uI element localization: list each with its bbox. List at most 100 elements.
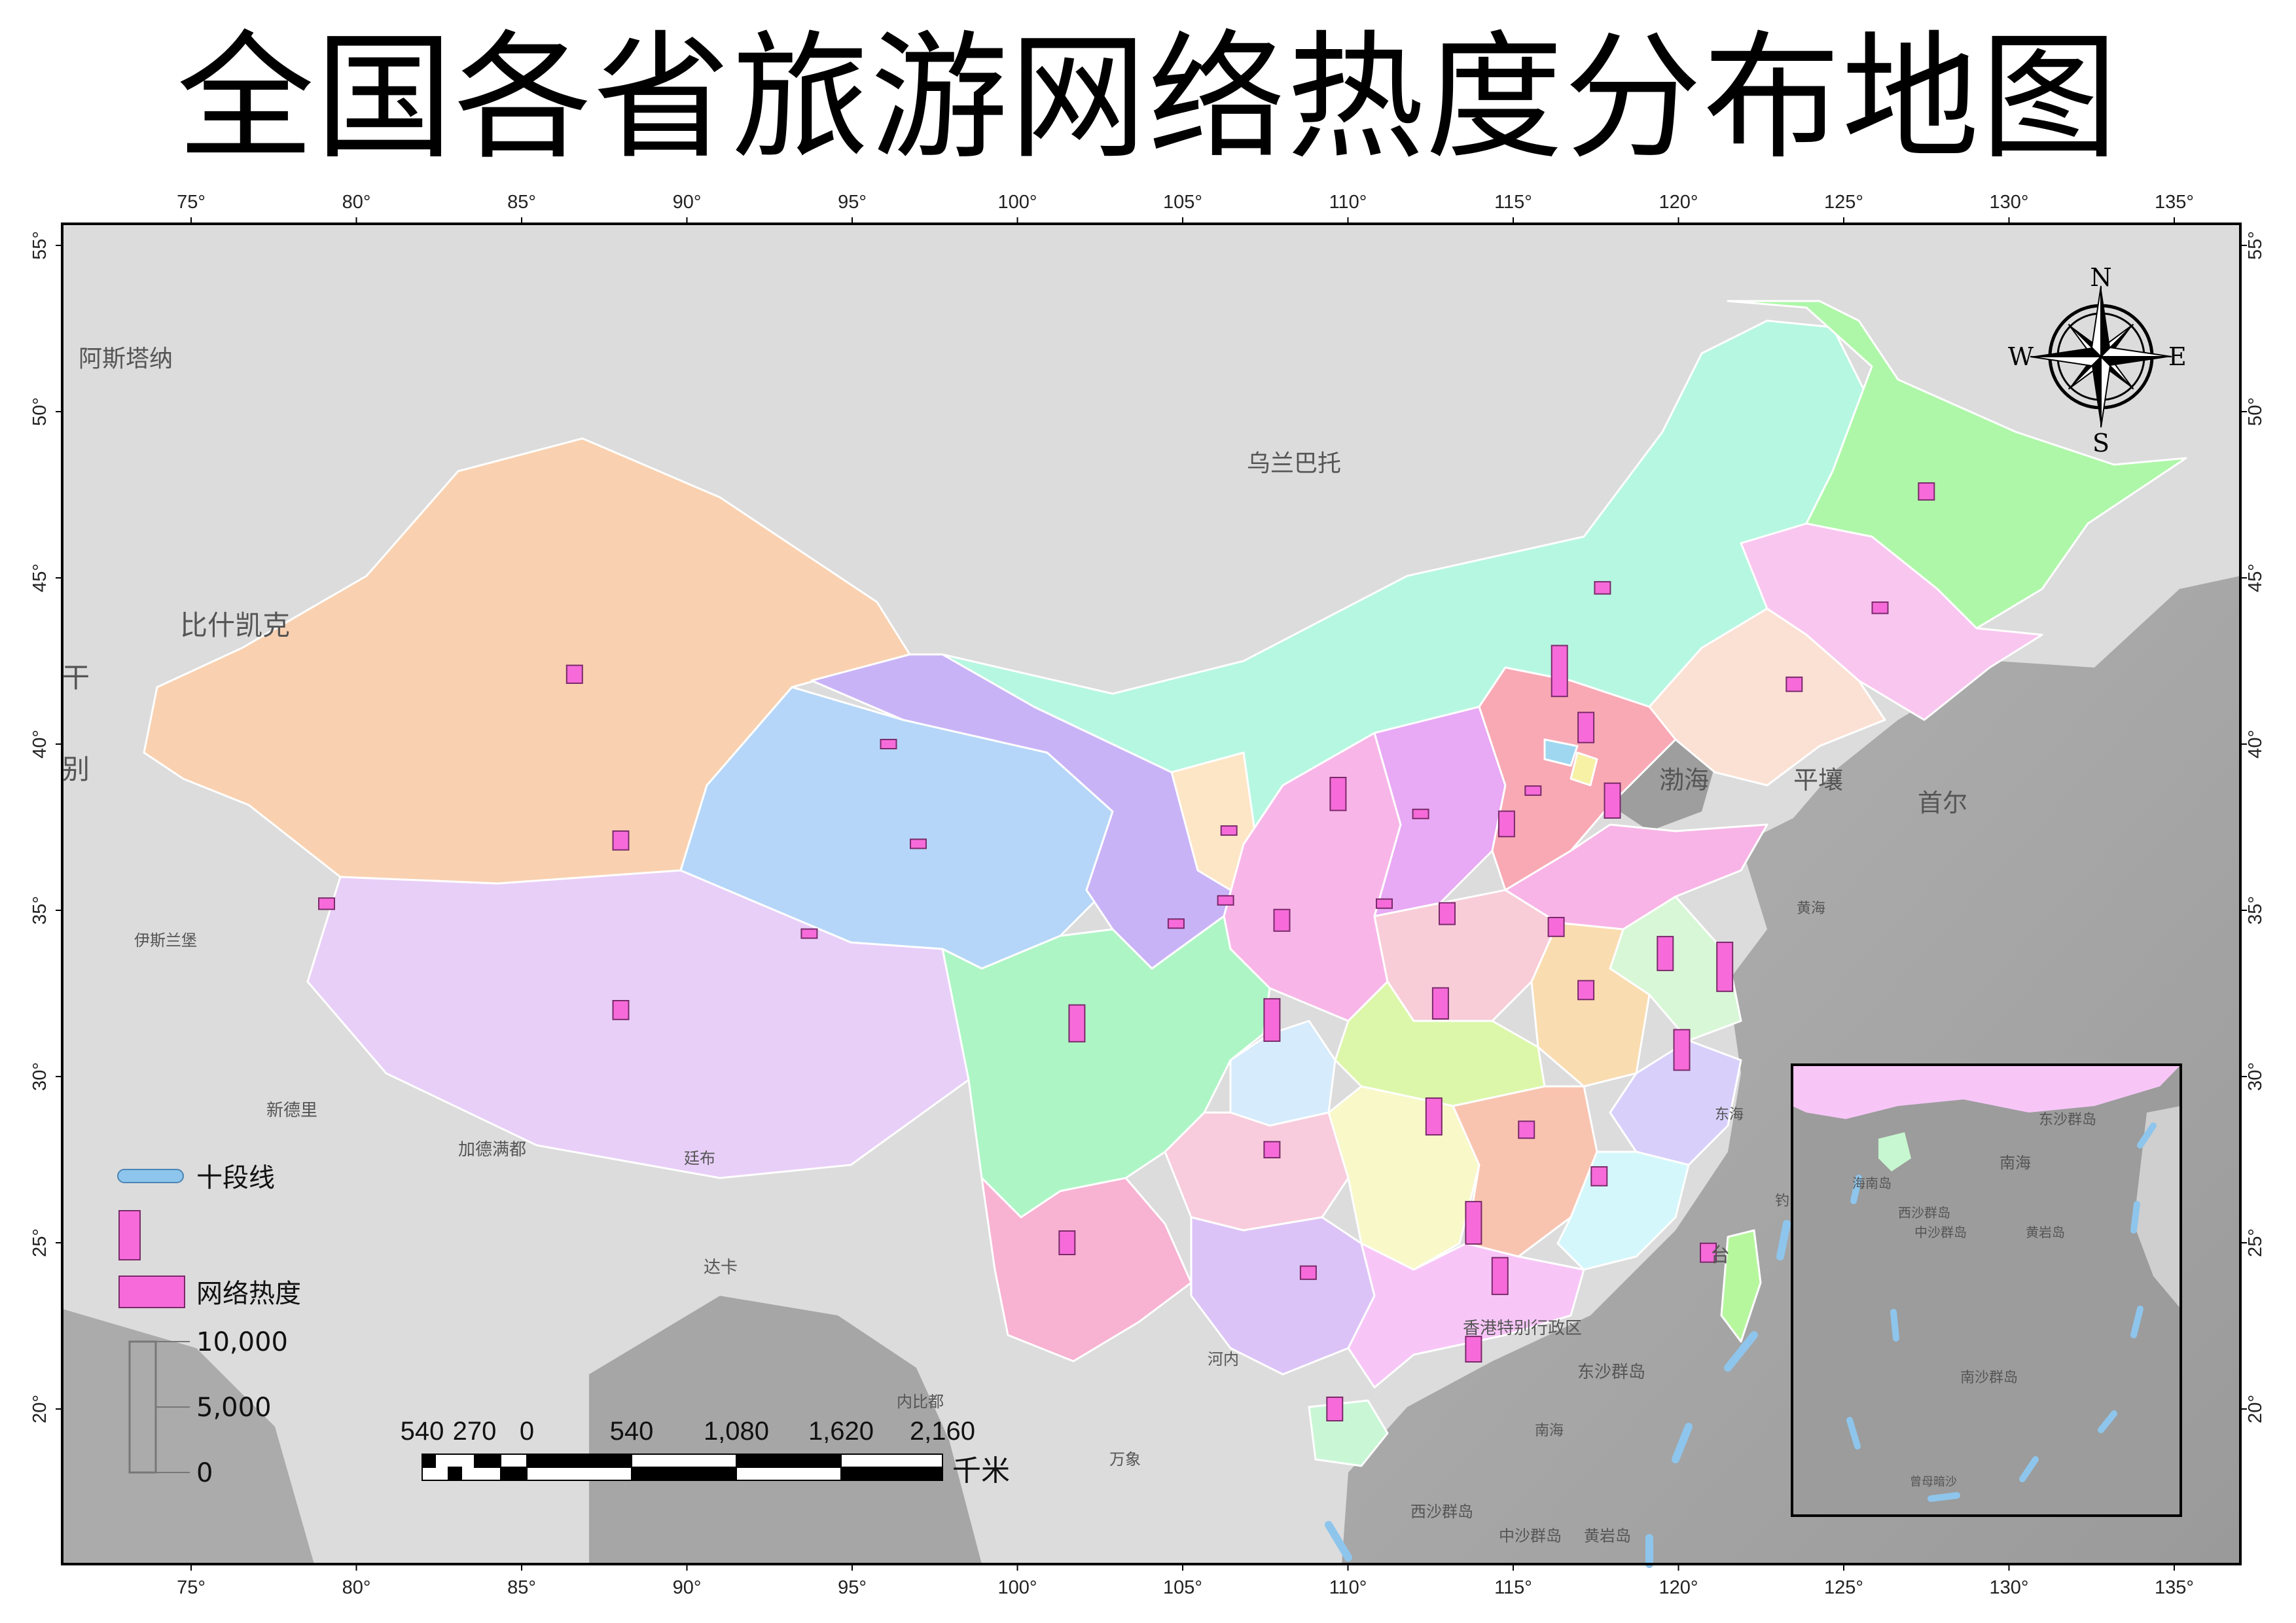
lon-tick-top: 130° (1990, 192, 2029, 213)
province-qinghai (679, 686, 1114, 970)
label-vientiane: 万象 (1109, 1450, 1141, 1469)
scale-bar: 540 270 0 540 1,080 1,620 2,160 千米 (401, 1417, 1010, 1488)
heat-bar (612, 1000, 630, 1020)
label-bishkek: 比什凯克 (180, 609, 290, 641)
label-gan: 干 (62, 662, 90, 694)
heat-bar (1326, 1397, 1344, 1421)
heat-bar (1491, 1257, 1509, 1295)
legend-bar-swatch-horizontal (118, 1275, 185, 1308)
compass-south-label: S (2092, 429, 2109, 457)
inset-label-nansha: 南沙群岛 (1960, 1370, 2018, 1386)
lat-tick-right: 35° (2245, 896, 2266, 925)
heat-bar (1058, 1230, 1076, 1255)
lon-tick-bottom: 95° (838, 1577, 867, 1598)
legend-size-min: 0 (196, 1458, 213, 1488)
compass-north-label: N (2090, 263, 2111, 292)
label-xisha: 西沙群岛 (1410, 1503, 1473, 1521)
province-zhejiang (1609, 1039, 1742, 1166)
heat-bar (1217, 895, 1234, 906)
lat-tick-left: 45° (29, 563, 50, 592)
lon-tick-top: 115° (1494, 192, 1532, 213)
sea-bay-bengal (589, 1296, 982, 1564)
heat-bar (910, 838, 927, 849)
province-guangdong (1347, 1242, 1585, 1389)
label-bie: 别 (62, 753, 90, 785)
lat-tick-left: 35° (29, 896, 50, 925)
label-hanoi: 河内 (1208, 1350, 1239, 1368)
inset-map: 东沙群岛 南海 海南岛 西沙群岛 中沙群岛 黄岩岛 南沙群岛 曾母暗沙 (1791, 1063, 2182, 1517)
heat-bar (1439, 902, 1456, 925)
province-xizang (306, 869, 970, 1179)
province-fujian (1556, 1150, 1690, 1271)
label-bohai: 渤海 (1659, 766, 1709, 794)
lon-tick-bottom: 85° (507, 1577, 536, 1598)
lon-tick-bottom: 130° (1990, 1577, 2029, 1598)
label-pyongyang: 平壤 (1793, 766, 1843, 794)
label-tai: 台 (1710, 1244, 1730, 1267)
lon-tick-top: 100° (998, 192, 1037, 213)
heat-bar (1498, 810, 1515, 838)
lon-tick-bottom: 90° (673, 1577, 702, 1598)
lat-tick-right: 20° (2245, 1395, 2266, 1423)
label-naypyidaw: 内比都 (897, 1393, 944, 1411)
lon-tick-top: 95° (838, 192, 867, 213)
legend-size-max: 10,000 (196, 1327, 288, 1357)
label-hongkong: 香港特别行政区 (1463, 1319, 1582, 1338)
lon-tick-bottom: 75° (177, 1577, 206, 1598)
heat-bar (1376, 898, 1393, 909)
heat-bar (1604, 782, 1621, 819)
heat-bar (612, 830, 630, 851)
inset-label-zhongsha: 中沙群岛 (1914, 1224, 1967, 1240)
province-anhui (1530, 921, 1651, 1088)
lon-tick-top: 75° (177, 192, 206, 213)
heat-bar (1167, 918, 1185, 929)
lon-tick-top: 135° (2155, 192, 2194, 213)
heat-bar (1590, 1166, 1608, 1186)
compass-rose: N S E W (2008, 263, 2187, 457)
lon-tick-bottom: 120° (1659, 1577, 1698, 1598)
inset-frame (1791, 1063, 2182, 1517)
province-guizhou (1164, 1111, 1350, 1232)
heat-bar (1431, 987, 1449, 1020)
lat-tick-left: 55° (29, 231, 50, 260)
lon-tick-bottom: 110° (1329, 1577, 1367, 1598)
legend-bar-label: 网络热度 (196, 1279, 301, 1309)
province-heilongjiang (1727, 300, 2187, 630)
lon-tick-top: 90° (673, 192, 702, 213)
heat-bar (1700, 1242, 1717, 1263)
heat-bar (1068, 1004, 1086, 1043)
heat-bar (1577, 711, 1595, 743)
scale-label-1080: 1,080 (704, 1417, 769, 1446)
legend-line-label: 十段线 (196, 1163, 275, 1193)
label-diao: 钓 (1775, 1193, 1789, 1209)
inset-label-nanhai: 南海 (2000, 1154, 2031, 1172)
lon-tick-bottom: 135° (2155, 1577, 2194, 1598)
lon-tick-bottom: 125° (1824, 1577, 1863, 1598)
label-islamabad: 伊斯兰堡 (134, 931, 197, 950)
lat-tick-left: 30° (29, 1062, 50, 1091)
heat-bar (565, 664, 583, 684)
lat-tick-right: 30° (2245, 1062, 2266, 1091)
heat-bar (1716, 941, 1734, 992)
ten-dash-line (1325, 1220, 1791, 1568)
lon-tick-top: 80° (342, 192, 371, 213)
heat-bar (1594, 580, 1611, 595)
heat-bar (1425, 1097, 1443, 1136)
map-frame (61, 223, 2242, 1565)
label-dhaka: 达卡 (704, 1258, 738, 1277)
label-eastsea: 东海 (1715, 1107, 1744, 1123)
heat-bar (1263, 998, 1281, 1042)
compass-west-label: W (2008, 342, 2034, 371)
compass-east-label: E (2168, 342, 2187, 371)
heat-bar (1524, 785, 1542, 796)
label-dongsha: 东沙群岛 (1577, 1363, 1645, 1382)
inset-label-hainan: 海南岛 (1852, 1175, 1892, 1191)
lat-tick-left: 20° (29, 1395, 50, 1423)
heat-bar (1263, 1141, 1281, 1158)
inset-label-dongsha: 东沙群岛 (2039, 1112, 2096, 1128)
province-hubei (1334, 980, 1546, 1107)
province-beijing (1543, 738, 1579, 767)
heat-bar (1273, 908, 1291, 932)
heat-bar (1547, 917, 1565, 937)
label-zhongsha: 中沙群岛 (1499, 1527, 1562, 1545)
